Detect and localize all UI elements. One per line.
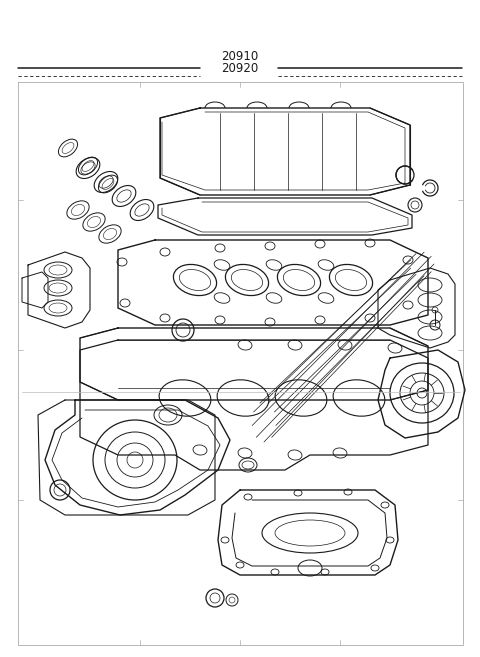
- Text: 20910: 20910: [221, 49, 259, 62]
- Text: 20920: 20920: [221, 62, 259, 76]
